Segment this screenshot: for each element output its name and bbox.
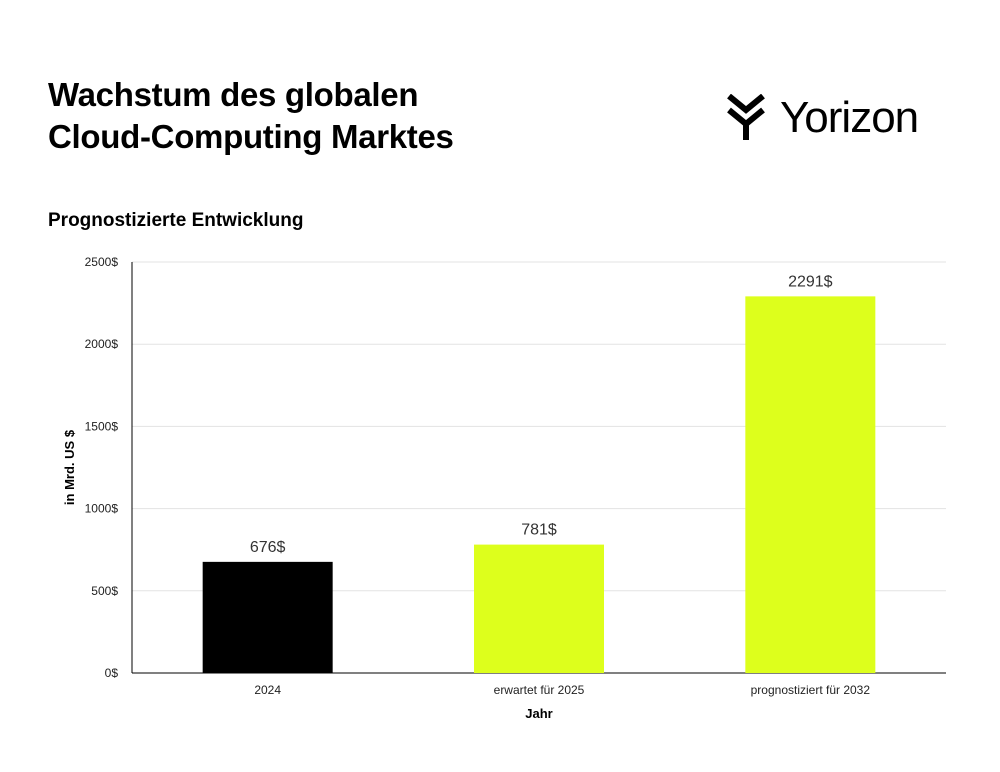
chart-subtitle: Prognostizierte Entwicklung [48,210,304,231]
brand-logo: Yorizon [726,92,919,144]
y-tick-label: 2000$ [85,337,119,351]
x-tick-label: erwartet für 2025 [494,683,585,697]
data-label: 676$ [250,539,286,556]
x-tick-label: prognostiziert für 2032 [751,683,871,697]
yorizon-logo-icon [727,94,765,140]
y-tick-label: 0$ [105,666,119,680]
y-axis-title: in Mrd. US $ [62,429,77,505]
brand-name: Yorizon [780,93,919,142]
bar [202,561,333,673]
y-tick-label: 1500$ [85,419,119,433]
chart-title-line-2: Cloud-Computing Marktes [48,118,454,155]
x-axis-title: Jahr [525,706,552,721]
bar [745,296,876,673]
chart-title-line-1: Wachstum des globalen [48,76,419,113]
chart-title: Wachstum des globalen Cloud-Computing Ma… [48,74,454,158]
y-tick-label: 1000$ [85,502,119,516]
data-label: 2291$ [788,273,833,290]
data-label: 781$ [521,522,557,539]
x-tick-label: 2024 [254,683,281,697]
bar [474,544,604,673]
y-tick-label: 500$ [91,584,118,598]
y-tick-label: 2500$ [85,255,119,269]
